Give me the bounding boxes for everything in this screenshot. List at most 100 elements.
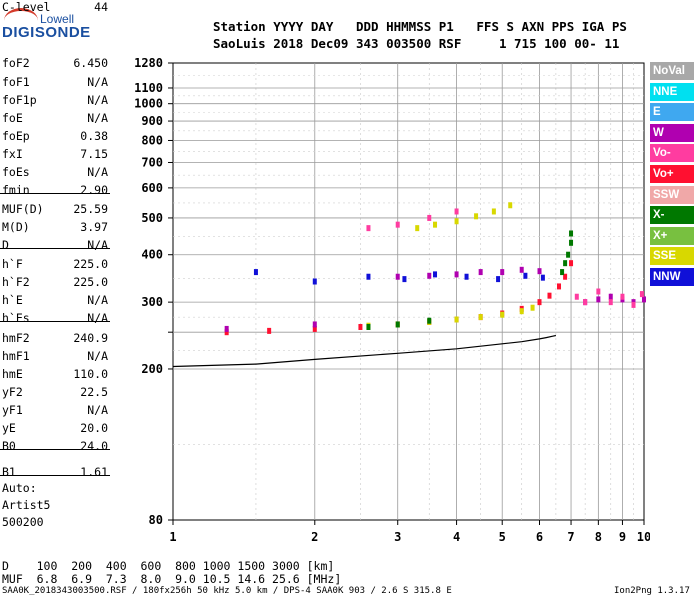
param-row: foF1 N/A	[2, 75, 108, 91]
param-name: hmF1	[2, 349, 30, 363]
logo-arc	[4, 8, 38, 33]
data-point-vo-	[639, 291, 644, 298]
param-value: N/A	[87, 111, 108, 125]
y-tick-label: 900	[141, 114, 163, 128]
param-value: 20.0	[80, 421, 108, 435]
data-point-vo-	[631, 301, 636, 308]
param-name: h`E	[2, 293, 23, 307]
data-point-sse	[500, 311, 505, 318]
data-point-x-	[427, 317, 432, 324]
y-tick-label: 1100	[134, 81, 163, 95]
param-separator	[0, 248, 110, 249]
logo-lowell: Lowell	[40, 12, 75, 26]
x-tick-label: 6	[536, 530, 543, 544]
data-point-sse	[519, 308, 524, 315]
ionogram-chart: 1 2 3 4 5 6 7 8 9 10 80 200 300 400 500 600 700 800 900 100…	[134, 56, 650, 544]
data-point-vo-	[608, 299, 613, 306]
legend-item-nne: NNE	[650, 82, 694, 101]
legend-item-nnw: NNW	[650, 268, 694, 286]
param-row: yF2 22.5	[2, 385, 108, 401]
param-value: 0.38	[80, 129, 108, 143]
distance-row: D 100 200 400 600 800 1000 1500 3000 [km…	[2, 559, 335, 573]
data-point-w	[608, 293, 613, 300]
param-name: foF2	[2, 56, 30, 70]
x-tick-label: 10	[637, 530, 650, 544]
param-row: yF1 N/A	[2, 403, 108, 419]
data-point-sse	[530, 304, 535, 311]
param-name: foF1p	[2, 93, 37, 107]
y-tick-label: 400	[141, 248, 163, 262]
param-row: MUF(D) 25.59	[2, 202, 108, 218]
data-point-w	[312, 321, 317, 328]
profile-curve	[172, 334, 557, 368]
auto-artist: Artist5	[2, 498, 51, 512]
data-point-w	[519, 266, 524, 273]
param-name: hmF2	[2, 331, 30, 345]
x-tick-label: 4	[453, 530, 460, 544]
legend-item-sse: SSE	[650, 247, 694, 266]
data-point-nnw	[312, 278, 317, 285]
data-point-nnw	[433, 271, 438, 278]
x-tick-label: 8	[595, 530, 602, 544]
legend-item-vo-: Vo+	[650, 165, 694, 183]
param-name: C-level	[2, 0, 51, 14]
param-separator	[0, 475, 110, 476]
param-value: 22.5	[80, 385, 108, 399]
muf-row: MUF 6.8 6.9 7.3 8.0 9.0 10.5 14.6 25.6 […	[2, 572, 342, 586]
param-name: M(D)	[2, 220, 30, 234]
data-point-w	[642, 296, 646, 303]
data-point-vo-	[563, 273, 568, 280]
param-name: foF1	[2, 75, 30, 89]
data-point-x-	[566, 251, 571, 258]
data-point-sse	[508, 202, 513, 209]
data-point-sse	[474, 213, 479, 220]
data-point-nnw	[402, 276, 407, 283]
data-point-vo-	[620, 293, 625, 300]
auto-label: Auto:	[2, 481, 37, 495]
param-name: foE	[2, 111, 23, 125]
param-row: foEs N/A	[2, 165, 108, 181]
y-tick-label: 500	[141, 211, 163, 225]
y-tick-label: 700	[141, 155, 163, 169]
data-point-vo-	[427, 214, 432, 221]
param-row: foF1p N/A	[2, 93, 108, 109]
param-row: h`E N/A	[2, 293, 108, 309]
param-row: hmF2 240.9	[2, 331, 108, 347]
param-value: 44	[94, 0, 108, 14]
data-point-nnw	[464, 273, 469, 280]
param-name: hmE	[2, 367, 23, 381]
y-tick-label: 80	[149, 513, 163, 527]
param-row: fxI 7.15	[2, 147, 108, 163]
legend-item-x-: X-	[650, 206, 694, 225]
param-value: 225.0	[73, 257, 108, 271]
data-point-x-	[560, 269, 565, 276]
param-row: h`F2 225.0	[2, 275, 108, 291]
param-row: h`F 225.0	[2, 257, 108, 273]
data-point-x-	[366, 323, 371, 330]
data-point-nnw	[366, 273, 371, 280]
param-value: N/A	[87, 93, 108, 107]
legend-item-ssw: SSW	[650, 185, 694, 204]
param-separator	[0, 193, 110, 194]
data-point-w	[427, 272, 432, 279]
param-name: yF2	[2, 385, 23, 399]
param-value: 3.97	[80, 220, 108, 234]
data-point-w	[478, 269, 483, 276]
data-point-vo-	[358, 323, 363, 330]
header-line1: Station YYYY DAY DDD HHMMSS P1 FFS S AXN…	[213, 19, 627, 34]
data-point-x-	[563, 260, 568, 267]
legend-item-x-: X+	[650, 226, 694, 245]
data-point-w	[596, 296, 601, 303]
auto-code: 500200	[2, 515, 44, 529]
param-row: foF2 6.450	[2, 56, 108, 72]
param-value: N/A	[87, 165, 108, 179]
x-tick-label: 3	[394, 530, 401, 544]
x-tick-label: 5	[499, 530, 506, 544]
param-name: fxI	[2, 147, 23, 161]
param-row: M(D) 3.97	[2, 220, 108, 236]
param-value: 225.0	[73, 275, 108, 289]
param-name: foEs	[2, 165, 30, 179]
x-tick-label: 9	[619, 530, 626, 544]
plot-frame	[172, 62, 645, 521]
param-name: h`F	[2, 257, 23, 271]
